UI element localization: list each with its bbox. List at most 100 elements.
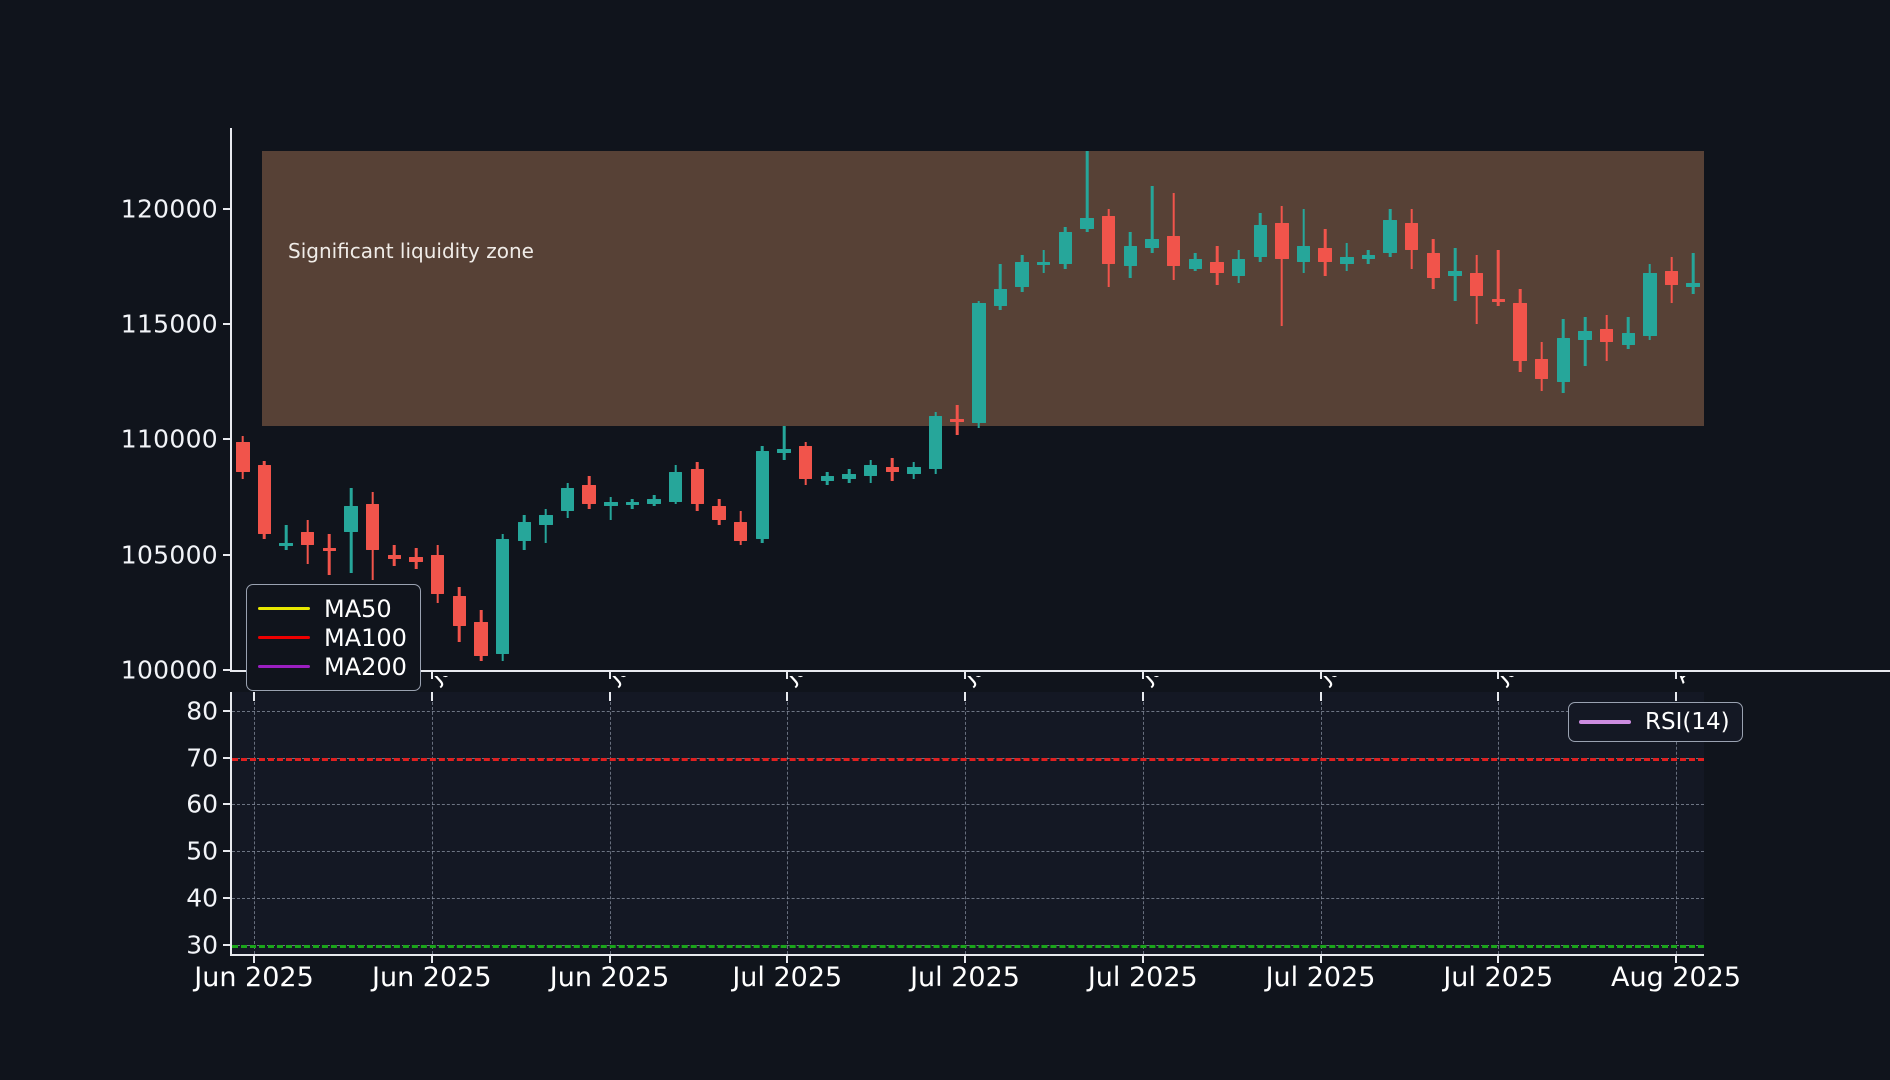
rsi-horizontal-gridline: [232, 710, 1704, 712]
rsi-x-tick-mark-top: [253, 692, 255, 701]
candlestick-body: [1340, 257, 1354, 265]
ma200-label: MA200: [324, 652, 407, 681]
candlestick-body: [279, 543, 293, 547]
rsi-horizontal-gridline: [232, 804, 1704, 806]
candlestick-body: [1664, 270, 1679, 285]
candlestick-body: [409, 556, 423, 562]
price-y-tick-mark: [223, 323, 232, 326]
candlestick-wick: [1497, 250, 1500, 306]
price-x-tick-mark: [1675, 670, 1677, 679]
legend-item-ma100[interactable]: MA100: [258, 623, 407, 652]
x-axis-tick-label: Jul 2025: [732, 962, 843, 993]
candlestick: [1448, 128, 1462, 670]
rsi-y-tick-mark: [223, 803, 232, 806]
candlestick-body: [430, 554, 445, 594]
candlestick-body: [387, 554, 402, 560]
candlestick: [885, 128, 899, 670]
candlestick: [1210, 128, 1224, 670]
x-axis-tick-label: Jun 2025: [549, 962, 670, 993]
rsi-chart-panel[interactable]: 30 40 50 60 70 80: [186, 692, 1704, 963]
ma50-color-swatch: [258, 606, 310, 611]
candlestick: [928, 128, 943, 670]
legend-item-rsi14[interactable]: RSI(14): [1579, 709, 1730, 735]
candlestick-body: [1080, 217, 1094, 230]
candlestick: [820, 128, 834, 670]
x-axis-tick-label: Jul 2025: [1443, 962, 1554, 993]
candlestick: [1340, 128, 1354, 670]
candlestick-body: [322, 547, 337, 551]
rsi-y-tick-mark: [223, 850, 232, 853]
candlestick-body: [1491, 298, 1506, 302]
x-axis-tick-label: Aug 2025: [1610, 962, 1742, 993]
rsi-x-tick-mark: [1319, 954, 1322, 963]
x-axis-tick-label: Jun 2025: [372, 962, 492, 993]
candlestick: [798, 128, 813, 670]
ma200-color-swatch: [258, 664, 310, 669]
candlestick-wick: [1302, 208, 1305, 274]
candlestick-body: [517, 522, 531, 541]
candlestick-body: [560, 487, 575, 511]
candlestick-wick: [544, 508, 548, 544]
candlestick: [1145, 128, 1159, 670]
rsi-y-tick-label: 50: [186, 836, 218, 866]
candlestick: [1058, 128, 1073, 670]
legend-item-ma200[interactable]: MA200: [258, 652, 407, 681]
candlestick: [1686, 128, 1700, 670]
rsi-x-tick-mark-top: [1141, 692, 1144, 701]
candlestick-body: [820, 476, 834, 481]
candlestick-body: [539, 515, 553, 525]
candlestick: [1166, 128, 1181, 670]
price-x-tick-mark: [1319, 670, 1322, 679]
price-y-tick-label: 120000: [120, 194, 218, 224]
rsi-legend[interactable]: RSI(14): [1568, 702, 1743, 742]
price-rotated-date-label: Jul 2025: [781, 676, 864, 689]
candlestick-body: [1145, 238, 1159, 248]
candlestick-body: [344, 506, 358, 532]
candlestick: [560, 128, 575, 670]
candlestick-body: [365, 503, 380, 551]
candlestick: [1599, 128, 1614, 670]
candlestick: [1318, 128, 1332, 670]
candlestick: [322, 128, 337, 670]
candlestick-body: [1643, 273, 1657, 336]
candlestick: [236, 128, 250, 670]
moving-average-legend[interactable]: MA50 MA100 MA200: [246, 584, 421, 691]
rsi-x-tick-mark-top: [430, 692, 433, 701]
candlestick-body: [452, 596, 466, 627]
candlestick: [279, 128, 293, 670]
candlestick-wick: [609, 497, 613, 521]
candlestick-body: [950, 418, 964, 422]
candlestick: [842, 128, 856, 670]
candlestick: [972, 128, 986, 670]
price-chart-panel[interactable]: Significant liquidity zone 100000 105000 1…: [121, 128, 1890, 685]
rsi-vertical-gridline: [1320, 692, 1322, 954]
price-rotated-date-label: Jun 2025: [604, 676, 693, 689]
candlestick: [755, 128, 770, 670]
candlestick-body: [1253, 224, 1267, 258]
candlestick: [344, 128, 358, 670]
ma100-color-swatch: [258, 635, 310, 640]
price-y-axis-spine: [230, 128, 232, 670]
candlestick: [1578, 128, 1592, 670]
candlestick-body: [1166, 236, 1181, 267]
legend-item-ma50[interactable]: MA50: [258, 594, 407, 623]
price-rotated-date-label: Jul 2025: [1315, 676, 1398, 689]
candlestick-body: [1383, 220, 1397, 253]
candlestick-body: [257, 464, 272, 534]
rsi-x-tick-mark: [1141, 954, 1144, 963]
candlestick-body: [1275, 222, 1289, 260]
candlestick-body: [1621, 333, 1635, 345]
rsi-vertical-gridline: [1498, 692, 1500, 954]
candlestick-wick: [1583, 317, 1587, 366]
candlestick: [733, 128, 748, 670]
candlestick-body: [690, 469, 705, 504]
rsi14-color-swatch: [1579, 720, 1631, 724]
candlestick-wick: [284, 524, 288, 551]
candlestick: [474, 128, 488, 670]
candlestick: [1426, 128, 1441, 670]
candlestick-wick: [999, 264, 1002, 311]
candlestick-body: [733, 522, 748, 541]
candlestick: [1556, 128, 1570, 670]
candlestick-body: [1599, 328, 1614, 343]
